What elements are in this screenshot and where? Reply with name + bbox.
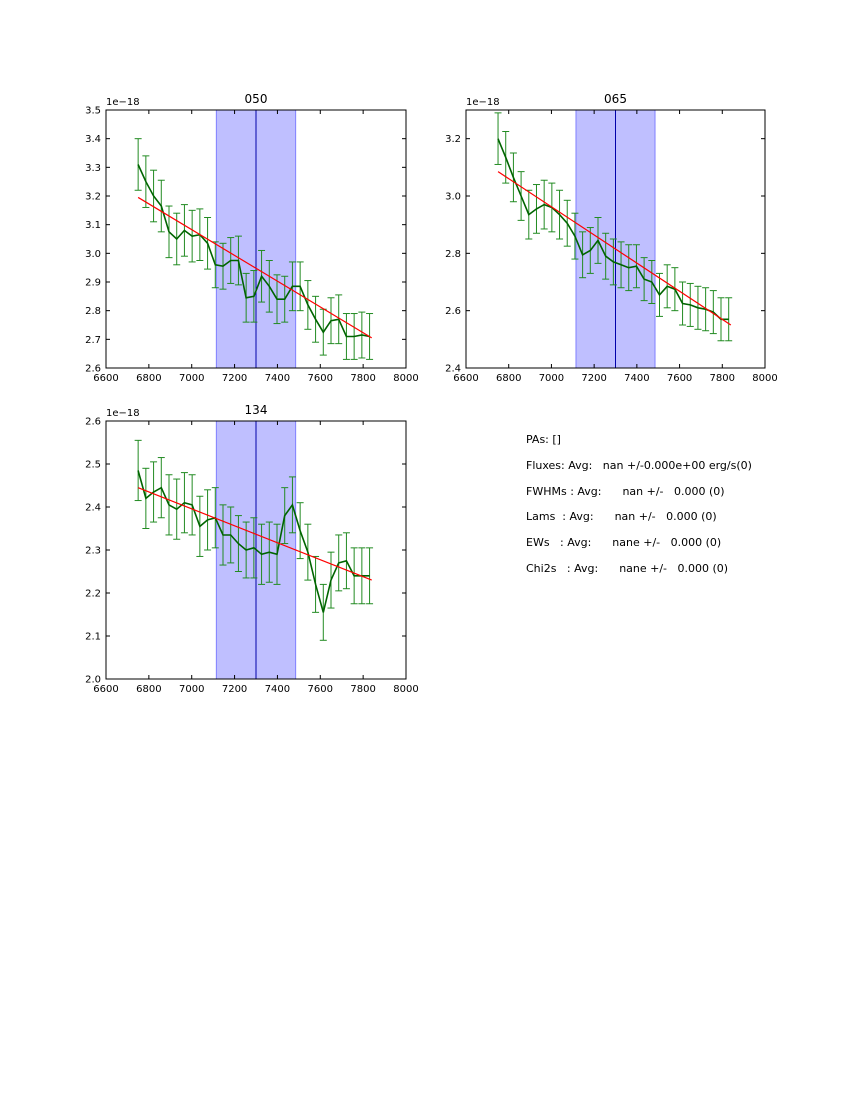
plot-134-offset-label: 1e−18 [106,408,140,419]
plot-050-error-bar [134,138,142,191]
plot-065-ytick-label: 2.6 [445,306,461,317]
plot-134: 6600 6800 7000 7200 7400 7600 7800 8000 2.0 2.1 2.… [85,403,419,695]
plot-134-ytick-label: 2.1 [85,632,101,643]
plot-065-offset-label: 1e−18 [466,97,500,108]
stats-ews: EWs : Avg: nane +/- 0.000 (0) [526,536,722,550]
plot-050-ytick-label: 3.2 [85,192,101,203]
plot-050-xtick-label: 6600 [93,373,118,384]
stats-fluxes: Fluxes: Avg: nan +/-0.000e+00 erg/s(0) [526,458,752,472]
plot-065-ytick-label: 2.8 [445,249,461,260]
plot-134-ytick-label: 2.5 [85,460,101,471]
plot-065-xtick-label: 7000 [539,373,564,384]
plot-065-xtick-label: 6800 [496,373,521,384]
plot-065-ytick-label: 2.4 [445,364,461,375]
plot-134-error-bar [134,439,142,502]
plot-134-xtick-label: 7000 [179,684,204,695]
plot-050-xtick-label: 8000 [393,373,418,384]
plot-065-xtick-label: 7400 [624,373,649,384]
plot-050-ytick-label: 2.6 [85,364,101,375]
plot-050-xtick-label: 7600 [308,373,333,384]
plot-134-xtick-label: 6600 [93,684,118,695]
plot-050-xtick-label: 7200 [222,373,247,384]
plot-065-axes-frame [465,109,766,369]
plot-050-ytick-label: 3.4 [85,134,101,145]
plot-050-ytick-label: 3.0 [85,249,101,260]
plot-134-ytick-label: 2.3 [85,546,101,557]
plot-134-ytick-label: 2.0 [85,675,101,686]
stats-chi2s: Chi2s : Avg: nane +/- 0.000 (0) [526,561,729,575]
plot-050-xtick-label: 7400 [265,373,290,384]
plot-065-title: 065 [604,92,627,106]
plot-050-xtick-label: 6800 [136,373,161,384]
plot-050-ytick-label: 2.7 [85,335,101,346]
plot-050-ytick-label: 3.1 [85,220,101,231]
plot-050-fit-line [137,196,373,339]
plot-134-xtick-label: 7200 [222,684,247,695]
plot-065: 6600 6800 7000 7200 7400 7600 7800 8000 2.4 2.6 2.… [445,92,778,384]
plot-134-xtick-label: 6800 [136,684,161,695]
plot-050-ytick-label: 2.8 [85,306,101,317]
plot-134-data-line [137,470,370,613]
plot-065-xtick-label: 6600 [453,373,478,384]
plot-065-data-line [497,138,729,321]
plot-134-xtick-label: 7600 [308,684,333,695]
stats-panel: PAs: [] Fluxes: Avg: nan +/-0.000e+00 er… [526,432,752,587]
plot-050-ytick-label: 3.5 [85,106,101,117]
plot-134-xtick-label: 8000 [393,684,418,695]
plot-134-ytick-label: 2.6 [85,417,101,428]
plot-134-xtick-label: 7400 [265,684,290,695]
plot-065-xtick-label: 7200 [581,373,606,384]
plot-050-xtick-label: 7000 [179,373,204,384]
plot-065-ytick-label: 3.2 [445,134,461,145]
plot-065-ytick-label: 3.0 [445,192,461,203]
plot-134-title: 134 [245,403,268,417]
plot-065-error-bar [494,112,502,165]
plot-134-ytick-label: 2.2 [85,589,101,600]
plot-134-ytick-label: 2.4 [85,503,101,514]
plot-065-xtick-label: 8000 [752,373,777,384]
plot-050: 6600 6800 7000 7200 7400 7600 7800 8000 2.6 2.7 2.… [85,92,419,384]
plot-050-ytick-label: 3.3 [85,163,101,174]
stats-pas: PAs: [] [526,433,561,446]
plot-065-xtick-label: 7600 [667,373,692,384]
plot-050-offset-label: 1e−18 [106,97,140,108]
stats-fwhms: FWHMs : Avg: nan +/- 0.000 (0) [526,484,725,498]
plot-050-data-line [137,164,370,338]
plot-134-xtick-label: 7800 [350,684,375,695]
plot-134-fit-line [137,487,372,581]
plot-050-xtick-label: 7800 [350,373,375,384]
plot-050-axes-frame [105,109,407,369]
stats-lams: Lams : Avg: nan +/- 0.000 (0) [526,510,717,524]
plot-065-xtick-label: 7800 [710,373,735,384]
plot-050-title: 050 [245,92,268,106]
plot-065-fit-line [497,171,732,326]
plot-050-ytick-label: 2.9 [85,278,101,289]
